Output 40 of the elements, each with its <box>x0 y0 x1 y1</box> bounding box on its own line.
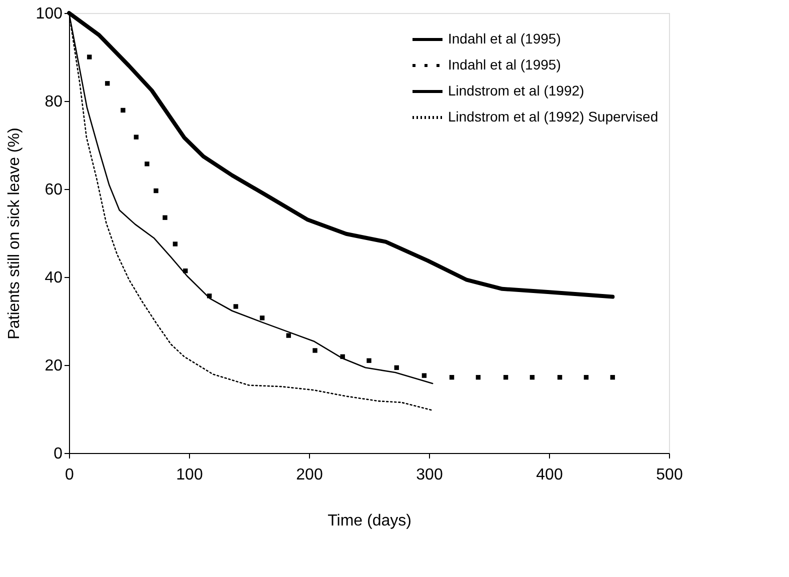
point <box>233 304 238 309</box>
x-tick-label: 500 <box>656 466 683 484</box>
point <box>530 374 535 380</box>
y-tick-label: 0 <box>54 446 63 462</box>
y-tick-label: 40 <box>44 270 63 286</box>
y-tick-label: 100 <box>36 6 63 22</box>
legend-label: Indahl et al (1995) <box>448 56 561 72</box>
point <box>87 54 92 60</box>
point <box>366 358 372 363</box>
point <box>162 215 168 220</box>
x-tick-label: 300 <box>416 466 443 484</box>
point <box>144 162 150 166</box>
point <box>312 348 318 353</box>
y-tick-label: 80 <box>44 94 63 110</box>
point <box>584 374 589 380</box>
y-tick-label: 60 <box>44 182 63 198</box>
point <box>610 374 615 380</box>
x-tick-label: 100 <box>176 466 203 484</box>
point <box>286 333 291 338</box>
point <box>557 374 562 380</box>
x-tick-label: 0 <box>65 466 74 484</box>
point <box>476 374 481 380</box>
x-tick-label: 200 <box>296 466 323 484</box>
point <box>134 134 139 140</box>
point <box>394 365 399 370</box>
y-tick-label: 20 <box>44 358 63 374</box>
legend-label: Lindstrom et al (1992) <box>448 82 584 98</box>
point <box>120 108 126 113</box>
point <box>172 242 178 246</box>
point <box>503 374 508 380</box>
legend-label: Lindstrom et al (1992) Supervised <box>448 108 658 124</box>
point <box>260 316 265 320</box>
legend-label: Indahl et al (1995) <box>448 30 561 46</box>
x-axis-title: Time (days) <box>328 512 412 530</box>
point <box>422 373 427 378</box>
point <box>154 188 158 194</box>
point <box>105 81 110 86</box>
point <box>449 374 454 380</box>
x-tick-label: 400 <box>536 466 563 484</box>
y-axis-title: Patients still on sick leave (%) <box>6 128 23 340</box>
